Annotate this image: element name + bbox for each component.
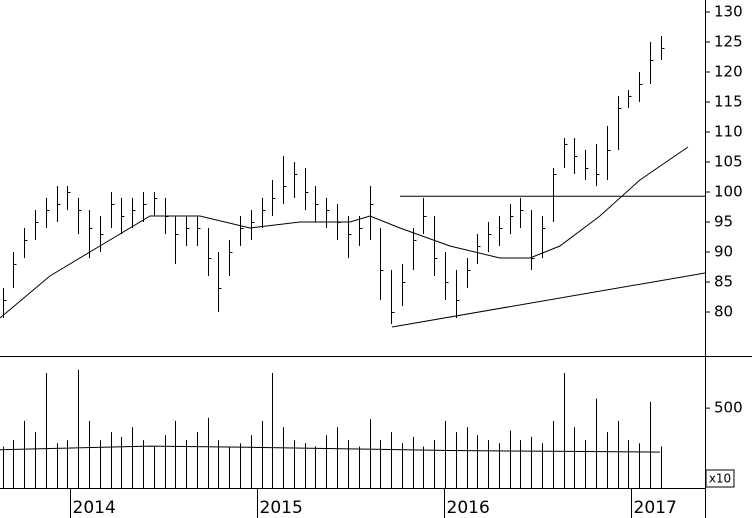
y-tick-label: 120 [714, 63, 743, 81]
y-tick-label: 130 [714, 3, 743, 21]
y-tick-label: 125 [714, 33, 743, 51]
x-tick-label: 2016 [447, 498, 490, 518]
x-tick-label: 2017 [634, 498, 677, 518]
volume-average [0, 445, 660, 453]
y-tick-label: 80 [714, 303, 733, 321]
volume-unit: x10 [709, 472, 731, 486]
y-tick-label: 100 [714, 183, 743, 201]
volume-tick-label: 500 [714, 399, 743, 417]
y-tick-label: 105 [714, 153, 743, 171]
trend-line [391, 272, 706, 328]
x-tick-label: 2014 [73, 498, 116, 518]
y-tick-label: 95 [714, 213, 733, 231]
unit-box [705, 469, 735, 488]
y-tick-label: 85 [714, 273, 733, 291]
y-tick-label: 110 [714, 123, 743, 141]
x-tick-label: 2015 [260, 498, 303, 518]
y-tick-label: 90 [714, 243, 733, 261]
y-tick-label: 115 [714, 93, 743, 111]
moving-average [0, 146, 689, 319]
